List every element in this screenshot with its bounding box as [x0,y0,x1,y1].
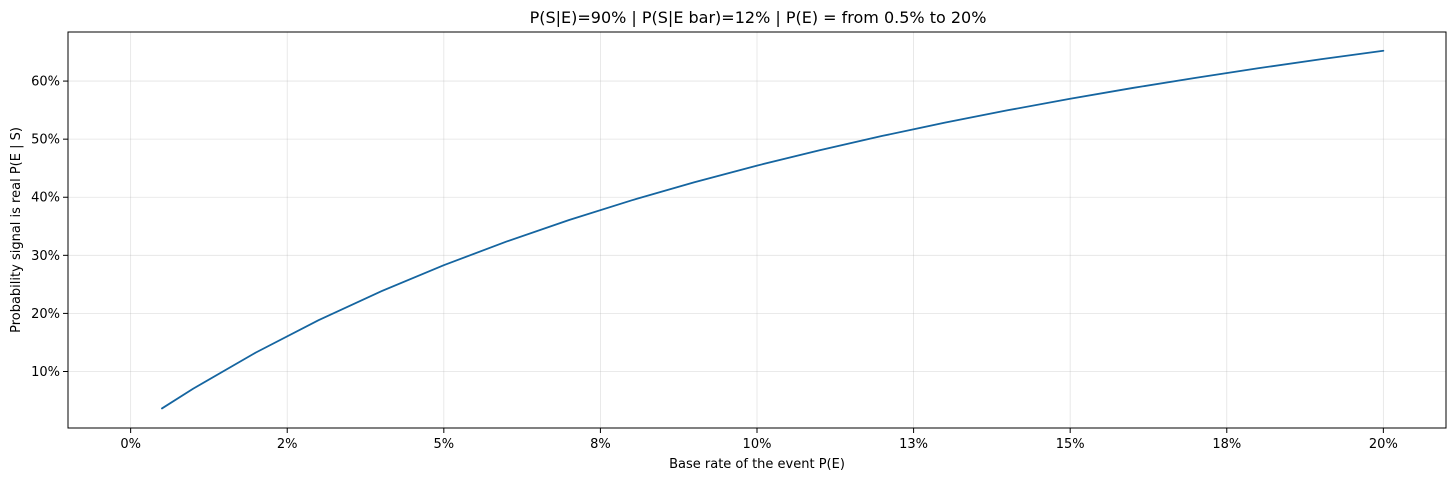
chart-title: P(S|E)=90% | P(S|E bar)=12% | P(E) = fro… [530,8,987,27]
x-tick-label: 15% [1056,437,1085,452]
y-tick-label: 50% [31,133,60,148]
y-tick-label: 40% [31,191,60,206]
y-axis-label: Probability signal is real P(E | S) [9,127,24,333]
y-tick-label: 60% [31,75,60,90]
x-tick-label: 5% [434,437,455,452]
x-tick-label: 8% [590,437,611,452]
y-tick-label: 10% [31,365,60,380]
ticks: 0% 2% 5% 8% 10% 13% 15% 18% 20% 10% 20% 30% 40% 50% 60… [31,75,1398,452]
x-tick-label: 20% [1369,437,1398,452]
y-tick-label: 30% [31,249,60,264]
x-tick-label: 0% [120,437,141,452]
y-tick-label: 20% [31,307,60,322]
series-layer [161,49,1385,410]
x-tick-label: 10% [743,437,772,452]
x-tick-label: 2% [277,437,298,452]
x-tick-label: 18% [1212,437,1241,452]
x-axis-label: Base rate of the event P(E) [669,457,845,472]
grid [68,32,1446,428]
series-line-pe-given-s [161,49,1385,410]
x-tick-label: 13% [899,437,928,452]
